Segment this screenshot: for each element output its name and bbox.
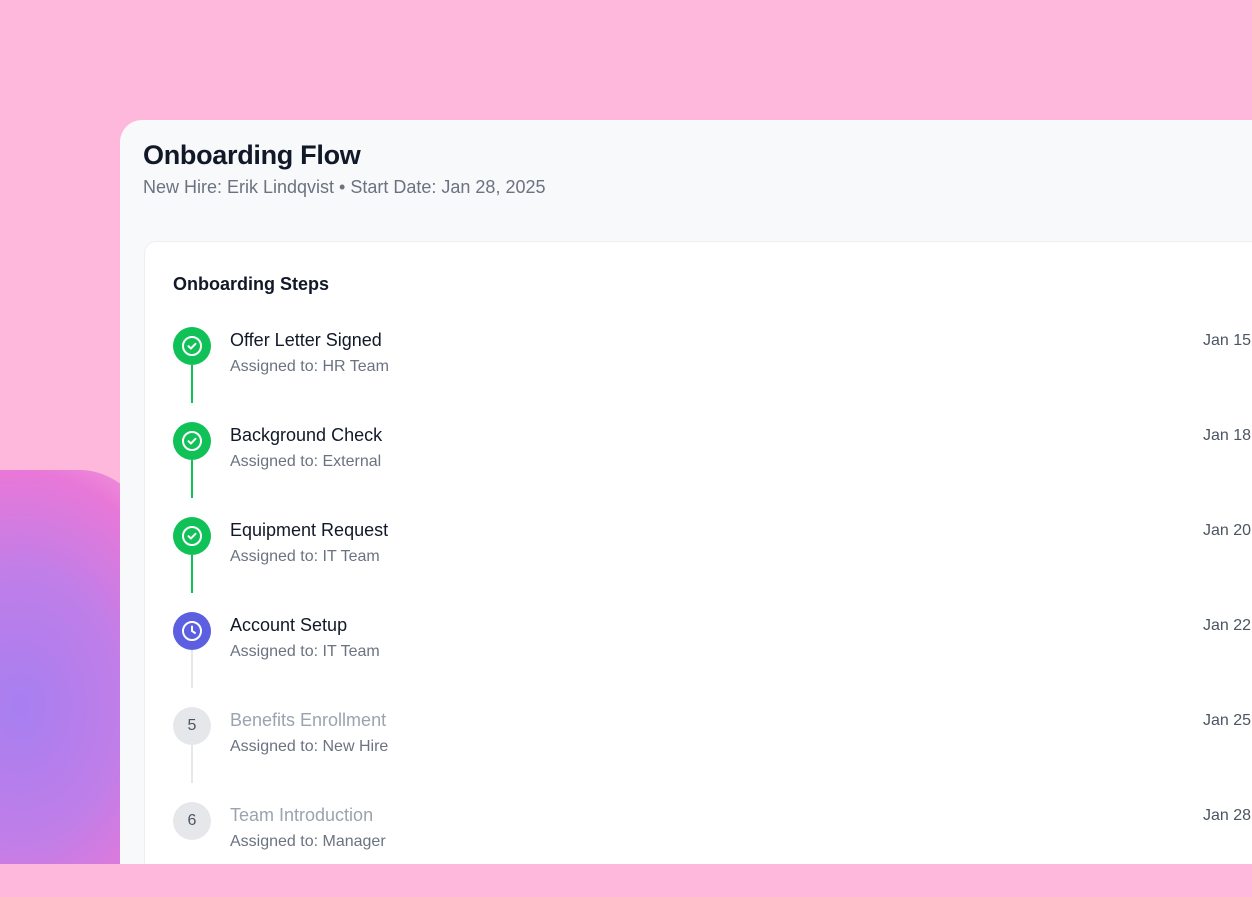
step-assignee: Assigned to: New Hire [230, 738, 389, 755]
check-circle-icon [182, 336, 202, 356]
step-date: Jan 25 [1202, 712, 1251, 729]
step-date: Jan 15 [1202, 332, 1251, 349]
step-item[interactable]: Background Check Assigned to: External J… [173, 422, 1251, 517]
step-status-indicator [173, 327, 211, 365]
step-status-indicator [173, 422, 211, 460]
step-status-indicator: 6 [173, 802, 211, 840]
steps-card-title: Onboarding Steps [173, 274, 330, 294]
step-date: Jan 22 [1202, 617, 1251, 634]
step-date: Jan 28 [1202, 807, 1251, 824]
step-status-indicator [173, 612, 211, 650]
step-number: 6 [187, 812, 197, 829]
check-circle-icon [182, 431, 202, 451]
step-title: Benefits Enrollment [230, 710, 387, 730]
step-title: Equipment Request [230, 520, 389, 540]
step-connector [191, 650, 193, 688]
step-date: Jan 18 [1202, 427, 1251, 444]
check-circle-icon [182, 526, 202, 546]
onboarding-window: Onboarding Flow New Hire: Erik Lindqvist… [120, 120, 1252, 864]
step-status-indicator: 5 [173, 707, 211, 745]
step-item[interactable]: 5 Benefits Enrollment Assigned to: New H… [173, 707, 1251, 802]
step-connector [191, 365, 193, 403]
steps-card: Onboarding Steps Offer Letter Signed Ass… [144, 241, 1252, 864]
step-assignee: Assigned to: External [230, 453, 382, 470]
step-title: Offer Letter Signed [230, 330, 382, 350]
step-item[interactable]: 6 Team Introduction Assigned to: Manager… [173, 802, 1251, 897]
clock-icon [182, 621, 202, 641]
step-assignee: Assigned to: HR Team [230, 358, 389, 375]
step-assignee: Assigned to: IT Team [230, 548, 380, 565]
step-number: 5 [187, 717, 197, 734]
step-assignee: Assigned to: Manager [230, 833, 386, 850]
step-item[interactable]: Account Setup Assigned to: IT Team Jan 2… [173, 612, 1251, 707]
step-item[interactable]: Equipment Request Assigned to: IT Team J… [173, 517, 1251, 612]
step-date: Jan 20 [1202, 522, 1251, 539]
page-title: Onboarding Flow [143, 140, 361, 170]
step-title: Team Introduction [230, 805, 374, 825]
step-title: Account Setup [230, 615, 348, 635]
step-connector [191, 460, 193, 498]
step-title: Background Check [230, 425, 383, 445]
step-connector [191, 555, 193, 593]
page-subtitle: New Hire: Erik Lindqvist • Start Date: J… [143, 177, 546, 197]
step-status-indicator [173, 517, 211, 555]
step-item[interactable]: Offer Letter Signed Assigned to: HR Team… [173, 327, 1251, 422]
step-assignee: Assigned to: IT Team [230, 643, 380, 660]
step-connector [191, 745, 193, 783]
